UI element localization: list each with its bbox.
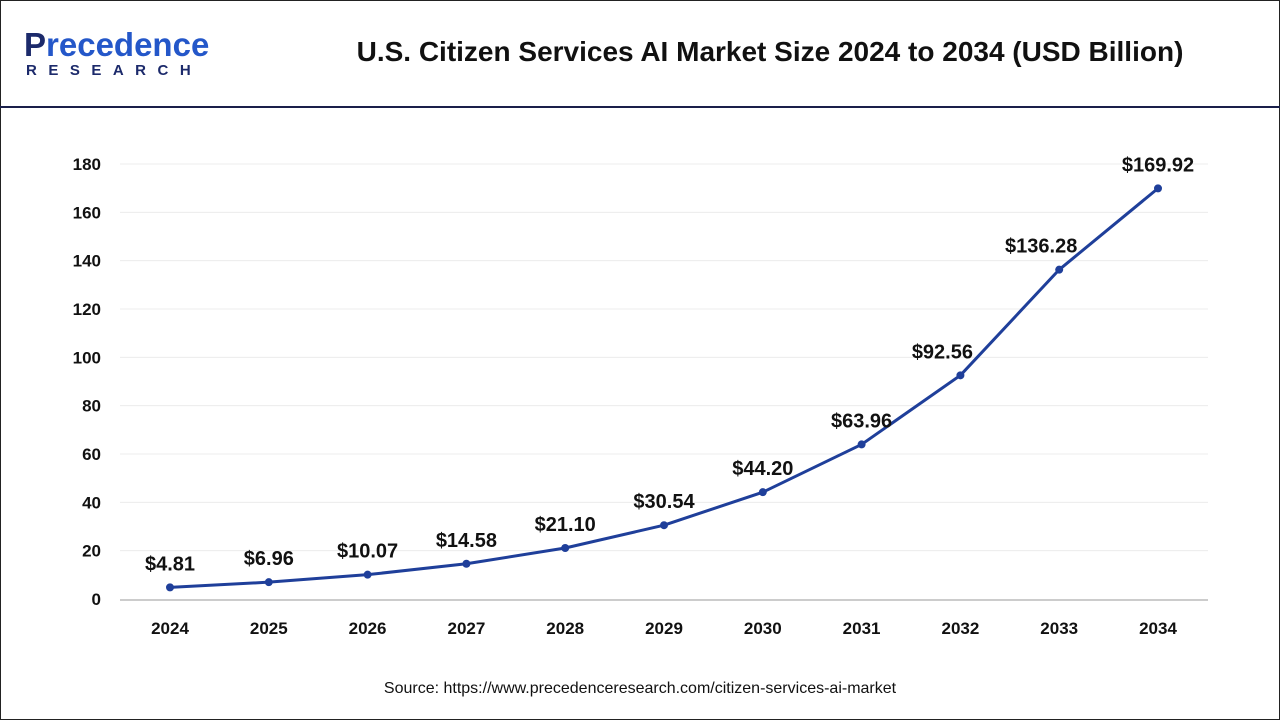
data-label: $6.96 <box>244 548 294 570</box>
x-tick-label: 2030 <box>744 619 782 638</box>
x-tick-label: 2027 <box>447 619 485 638</box>
y-tick-label: 120 <box>73 300 101 319</box>
x-tick-label: 2031 <box>843 619 881 638</box>
data-point <box>561 544 570 553</box>
x-tick-label: 2028 <box>546 619 584 638</box>
precedence-research-logo: Precedence RESEARCH <box>24 28 209 80</box>
data-point <box>857 440 866 449</box>
y-tick-label: 100 <box>73 348 101 367</box>
data-point <box>1055 265 1064 274</box>
y-tick-label: 40 <box>82 493 101 512</box>
y-tick-label: 180 <box>73 155 101 174</box>
data-point <box>660 521 668 530</box>
data-point <box>264 578 273 587</box>
x-tick-label: 2032 <box>941 619 979 638</box>
data-label: $30.54 <box>633 491 695 513</box>
logo-subtitle: RESEARCH <box>26 62 203 79</box>
logo-letter: P <box>24 26 47 63</box>
data-label: $10.07 <box>337 541 398 563</box>
x-tick-label: 2025 <box>250 619 288 638</box>
x-tick-label: 2026 <box>349 619 387 638</box>
data-label: $169.92 <box>1122 154 1194 176</box>
data-label: $21.10 <box>535 514 596 536</box>
y-tick-label: 80 <box>82 397 101 416</box>
data-point <box>758 488 767 497</box>
data-label: $4.81 <box>145 553 195 575</box>
data-label: $92.56 <box>912 341 973 363</box>
data-label: $63.96 <box>831 410 892 432</box>
data-point <box>956 371 965 380</box>
y-tick-label: 20 <box>82 542 101 561</box>
data-point <box>166 583 174 592</box>
data-point <box>1154 184 1162 193</box>
chart-title: U.S. Citizen Services AI Market Size 202… <box>356 36 1184 67</box>
data-label: $136.28 <box>1005 236 1077 258</box>
source-text: Source: https://www.precedenceresearch.c… <box>383 680 897 697</box>
data-label: $44.20 <box>732 458 793 480</box>
header: Precedence RESEARCH U.S. Citizen Service… <box>0 0 1280 108</box>
logo-word: recedence <box>46 26 210 63</box>
x-tick-label: 2033 <box>1040 619 1078 638</box>
y-tick-label: 140 <box>73 252 101 271</box>
x-tick-label: 2024 <box>151 619 189 638</box>
y-tick-label: 160 <box>73 203 101 222</box>
data-point <box>462 559 471 568</box>
x-tick-label: 2029 <box>645 619 683 638</box>
y-tick-label: 0 <box>92 590 101 609</box>
x-tick-label: 2034 <box>1139 619 1177 638</box>
data-label: $14.58 <box>436 530 497 552</box>
y-tick-label: 60 <box>82 445 101 464</box>
data-point <box>363 570 372 579</box>
